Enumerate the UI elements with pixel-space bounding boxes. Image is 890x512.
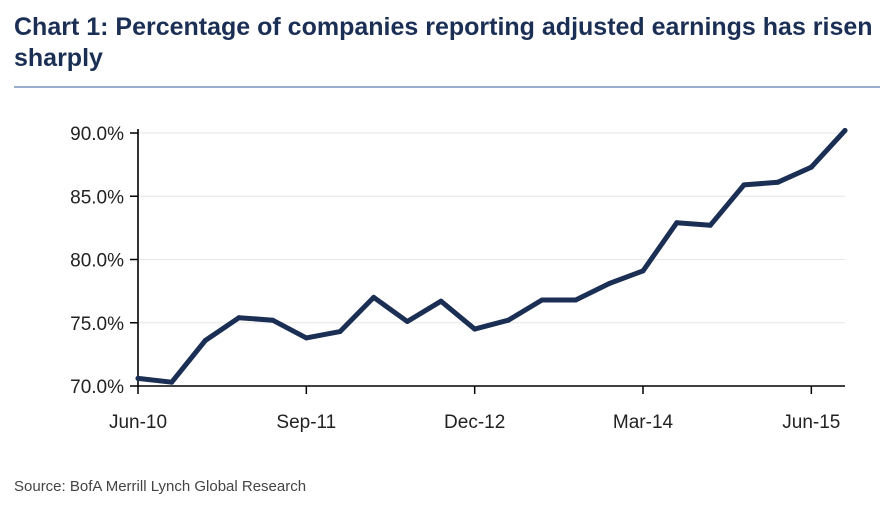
axes <box>130 129 845 394</box>
y-tick-label: 75.0% <box>70 314 124 335</box>
data-point <box>505 317 511 323</box>
y-tick-label: 90.0% <box>70 124 124 145</box>
y-tick-label: 80.0% <box>70 251 124 272</box>
line-chart: 70.0% 75.0% 80.0% 85.0% 90.0% Jun-10 Sep-11 Dec… <box>70 124 848 433</box>
data-point <box>472 326 478 332</box>
data-point <box>775 179 781 185</box>
x-tick-label: Sep-11 <box>276 412 336 433</box>
series-line-group <box>135 128 848 385</box>
x-tick-label: Jun-15 <box>782 412 840 433</box>
data-point <box>270 317 276 323</box>
data-point <box>842 128 848 133</box>
x-tick-label: Dec-12 <box>444 412 505 433</box>
data-point <box>202 338 208 343</box>
data-point <box>573 297 579 303</box>
data-point <box>674 220 680 226</box>
data-point <box>404 319 410 324</box>
data-point <box>236 315 242 321</box>
y-tick-label: 70.0% <box>70 377 124 398</box>
data-point <box>741 182 747 188</box>
data-point <box>371 294 377 300</box>
data-point <box>606 281 612 286</box>
source-note: Source: BofA Merrill Lynch Global Resear… <box>14 478 307 495</box>
series-line <box>135 128 848 385</box>
x-tick-label: Jun-10 <box>109 412 167 433</box>
data-point <box>539 297 545 303</box>
chart-title: Chart 1: Percentage of companies reporti… <box>14 13 873 72</box>
data-point <box>303 335 309 341</box>
gridlines <box>138 132 845 324</box>
data-point <box>707 222 713 228</box>
data-point <box>169 379 175 385</box>
data-point <box>808 164 814 170</box>
y-tick-label: 85.0% <box>70 187 124 208</box>
x-tick-label: Mar-14 <box>613 412 674 433</box>
data-point <box>337 329 343 335</box>
data-point <box>438 298 444 304</box>
tick-labels: 70.0% 75.0% 80.0% 85.0% 90.0% Jun-10 Sep-11 Dec… <box>70 124 840 433</box>
data-point <box>135 375 141 381</box>
data-point <box>640 268 646 274</box>
title-divider <box>14 86 880 88</box>
